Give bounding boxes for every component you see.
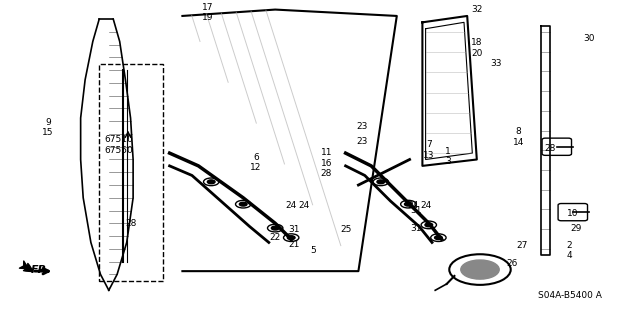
Circle shape <box>287 236 295 240</box>
Text: 24: 24 <box>407 201 419 210</box>
Text: 30: 30 <box>583 34 595 43</box>
Text: 17
19: 17 19 <box>202 3 214 22</box>
Text: 23: 23 <box>356 137 367 146</box>
Circle shape <box>461 260 499 279</box>
Text: 33: 33 <box>490 59 502 68</box>
Text: 5: 5 <box>311 246 316 255</box>
Circle shape <box>239 202 247 206</box>
Text: 1
3: 1 3 <box>445 147 451 166</box>
Text: 10: 10 <box>567 209 579 218</box>
Text: 28: 28 <box>321 169 332 178</box>
Text: 22: 22 <box>269 233 281 242</box>
Text: 31: 31 <box>289 225 300 234</box>
Text: 31: 31 <box>410 224 422 233</box>
Text: 6
12: 6 12 <box>250 153 262 172</box>
Text: 9
15: 9 15 <box>42 118 54 137</box>
Circle shape <box>435 236 442 240</box>
Text: S04A-B5400 A: S04A-B5400 A <box>538 291 602 300</box>
Circle shape <box>404 202 412 206</box>
Circle shape <box>425 223 433 227</box>
Text: 26: 26 <box>506 259 518 268</box>
Text: 18
20: 18 20 <box>471 38 483 57</box>
Text: 28: 28 <box>545 144 556 153</box>
Text: 11
16: 11 16 <box>321 148 332 167</box>
Text: 21: 21 <box>289 240 300 249</box>
Text: 24: 24 <box>285 201 297 210</box>
Text: 32: 32 <box>471 5 483 14</box>
Text: 31: 31 <box>410 206 422 215</box>
Text: 67510
67550: 67510 67550 <box>104 136 132 155</box>
Text: 25: 25 <box>340 225 351 234</box>
Text: 27: 27 <box>516 241 527 250</box>
Text: 24: 24 <box>420 201 431 210</box>
Text: 7
13: 7 13 <box>423 140 435 160</box>
Text: 8
14: 8 14 <box>513 128 524 147</box>
Text: 28: 28 <box>125 219 137 228</box>
Circle shape <box>271 226 279 230</box>
Text: 24: 24 <box>298 201 310 210</box>
Text: 23: 23 <box>356 122 367 130</box>
Text: 2
4: 2 4 <box>567 241 572 260</box>
Circle shape <box>207 180 215 184</box>
Circle shape <box>377 180 385 184</box>
Text: FR.: FR. <box>31 264 52 275</box>
Text: 29: 29 <box>570 224 582 233</box>
